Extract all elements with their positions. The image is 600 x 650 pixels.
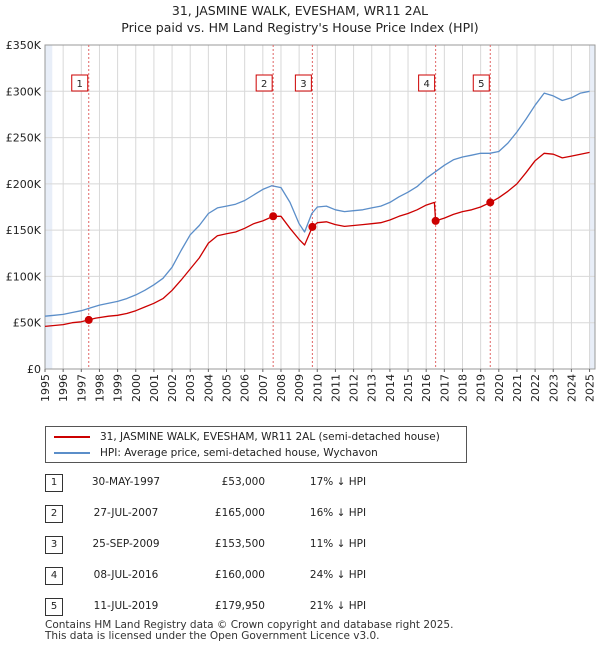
legend-swatch-hpi: [54, 452, 90, 454]
x-tick-label: 2009: [293, 374, 306, 402]
sale-number: 2: [45, 505, 63, 523]
sale-number: 5: [45, 598, 63, 616]
sale-hpi-diff: 21% ↓ HPI: [309, 600, 367, 612]
legend-label-property: 31, JASMINE WALK, EVESHAM, WR11 2AL (sem…: [100, 431, 440, 443]
shaded-range: [45, 45, 53, 369]
y-tick-label: £200K: [6, 178, 42, 191]
y-tick-label: £100K: [6, 270, 42, 283]
sale-row: 2 27-JUL-2007 £165,000 16% ↓ HPI: [45, 505, 545, 525]
legend-item-hpi: HPI: Average price, semi-detached house,…: [54, 445, 378, 461]
sale-point: [486, 198, 495, 207]
x-tick-label: 2007: [257, 374, 270, 402]
legend-label-hpi: HPI: Average price, semi-detached house,…: [100, 447, 378, 459]
sale-hpi-diff: 17% ↓ HPI: [309, 476, 367, 488]
sale-price: £53,000: [221, 476, 265, 488]
sale-price: £153,500: [214, 538, 265, 550]
y-tick-label: £0: [27, 363, 41, 376]
sale-price: £179,950: [214, 600, 265, 612]
sale-number: 4: [45, 567, 63, 585]
x-tick-label: 2020: [493, 374, 506, 402]
x-tick-label: 1995: [39, 374, 52, 402]
sale-label-box: [294, 74, 312, 92]
sale-label-number: 5: [478, 79, 484, 90]
x-tick-label: 2011: [329, 374, 342, 402]
sale-row: 1 30-MAY-1997 £53,000 17% ↓ HPI: [45, 474, 545, 494]
y-tick-label: £250K: [6, 132, 42, 145]
shaded-range: [589, 45, 595, 369]
x-tick-label: 2022: [529, 374, 542, 402]
sale-point: [84, 315, 93, 324]
x-tick-label: 2023: [547, 374, 560, 402]
x-tick-label: 2021: [511, 374, 524, 402]
sale-date: 11-JUL-2019: [93, 600, 159, 612]
y-tick-label: £150K: [6, 224, 42, 237]
sale-point: [431, 216, 440, 225]
sale-hpi-diff: 24% ↓ HPI: [309, 569, 367, 581]
x-tick-label: 1996: [57, 374, 70, 402]
sale-label-number: 1: [77, 79, 83, 90]
sale-hpi-diff: 16% ↓ HPI: [309, 507, 367, 519]
sale-label-box: [71, 74, 89, 92]
sale-number: 1: [45, 474, 63, 492]
x-tick-label: 2010: [311, 374, 324, 402]
x-tick-label: 2003: [184, 374, 197, 402]
sale-label-number: 4: [423, 79, 429, 90]
sale-date: 27-JUL-2007: [93, 507, 159, 519]
x-tick-label: 2001: [148, 374, 161, 402]
x-tick-label: 2015: [402, 374, 415, 402]
x-tick-label: 2014: [384, 374, 397, 402]
sale-date: 25-SEP-2009: [92, 538, 160, 550]
chart-title-line2: Price paid vs. HM Land Registry's House …: [121, 20, 479, 35]
chart-legend: 31, JASMINE WALK, EVESHAM, WR11 2AL (sem…: [45, 426, 467, 463]
x-tick-label: 2017: [438, 374, 451, 402]
y-tick-label: £50K: [13, 317, 42, 330]
sale-date: 08-JUL-2016: [93, 569, 159, 581]
sale-label-number: 3: [300, 79, 306, 90]
legend-item-property: 31, JASMINE WALK, EVESHAM, WR11 2AL (sem…: [54, 429, 440, 445]
y-tick-label: £300K: [6, 85, 42, 98]
x-tick-label: 2006: [239, 374, 252, 402]
sale-row: 4 08-JUL-2016 £160,000 24% ↓ HPI: [45, 567, 545, 587]
plot-frame: [44, 44, 596, 370]
x-tick-label: 2002: [166, 374, 179, 402]
footer-line2: This data is licensed under the Open Gov…: [45, 630, 380, 642]
sale-row: 5 11-JUL-2019 £179,950 21% ↓ HPI: [45, 598, 545, 618]
sale-point: [269, 212, 278, 221]
x-tick-label: 2024: [565, 374, 578, 402]
x-tick-label: 2005: [221, 374, 234, 402]
price-chart: £0 £50K £100K £150K £200K £250K £300K £350K 1995…: [6, 39, 597, 402]
x-tick-label: 2019: [475, 374, 488, 402]
x-tick-label: 2018: [456, 374, 469, 402]
sale-point: [308, 222, 317, 231]
x-tick-label: 2008: [275, 374, 288, 402]
x-tick-label: 2013: [366, 374, 379, 402]
x-tick-label: 2012: [348, 374, 361, 402]
chart-title-line1: 31, JASMINE WALK, EVESHAM, WR11 2AL: [171, 3, 429, 18]
sale-hpi-diff: 11% ↓ HPI: [309, 538, 367, 550]
sale-label-box: [472, 74, 490, 92]
footer-line1: Contains HM Land Registry data © Crown c…: [45, 619, 454, 631]
x-tick-label: 1998: [93, 374, 106, 402]
sale-date: 30-MAY-1997: [91, 476, 161, 488]
legend-swatch-property: [54, 436, 90, 438]
chart-title: 31, JASMINE WALK, EVESHAM, WR11 2AL Pric…: [0, 2, 600, 36]
sale-price: £160,000: [214, 569, 265, 581]
hpi-series-line: [44, 90, 590, 317]
x-tick-label: 2016: [420, 374, 433, 402]
sale-label-box: [418, 74, 436, 92]
sale-price: £165,000: [214, 507, 265, 519]
x-tick-label: 2004: [202, 374, 215, 402]
x-tick-label: 2025: [584, 374, 597, 402]
sale-row: 3 25-SEP-2009 £153,500 11% ↓ HPI: [45, 536, 545, 556]
x-tick-label: 1997: [75, 374, 88, 402]
x-tick-label: 2000: [130, 374, 143, 402]
x-tick-label: 1999: [112, 374, 125, 402]
sale-label-number: 2: [261, 79, 267, 90]
y-tick-label: £350K: [6, 39, 42, 52]
footer-note: Contains HM Land Registry data © Crown c…: [45, 620, 453, 642]
sale-label-box: [255, 74, 273, 92]
sale-number: 3: [45, 536, 63, 554]
property-series-line: [44, 151, 590, 328]
